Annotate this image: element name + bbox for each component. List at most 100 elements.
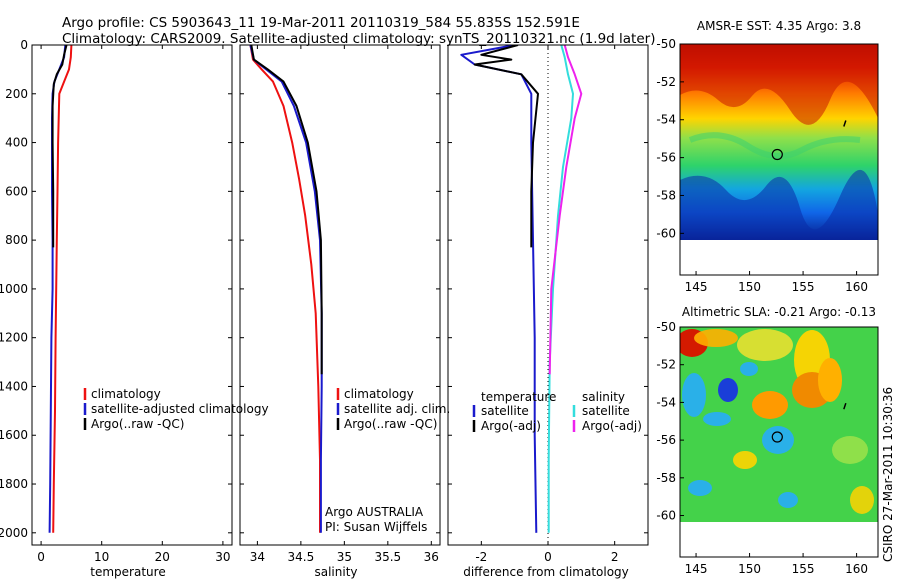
sst-map-panel: AMSR-E SST: 4.35 Argo: 3.8 -50-52-54-56-…: [656, 19, 879, 294]
sst-cold-patch: [680, 169, 878, 240]
difference-axis-ticks: -2 0 2: [448, 44, 648, 564]
temperature-panel: 0 200 400 600 800 1000 1200 1400 1600 1800 2000 0 10…: [0, 38, 269, 579]
sla-heatmap: [680, 327, 878, 522]
map-y-tick-label: -54: [656, 395, 676, 409]
annotation-argo-australia: Argo AUSTRALIA: [325, 505, 424, 519]
sla-map-title: Altimetric SLA: -0.21 Argo: -0.13: [682, 305, 876, 319]
map-y-tick-label: -60: [656, 509, 676, 523]
x-tick-label: 0: [37, 550, 45, 564]
map-y-tick-label: -52: [656, 358, 676, 372]
sla-positive-anomaly: [850, 486, 874, 514]
float-track-mark: [843, 120, 847, 127]
legend-label-sal-satellite: satellite: [582, 404, 630, 418]
map-y-tick-label: -58: [656, 188, 676, 202]
map-y-tick-label: -58: [656, 471, 676, 485]
figure-title-line-2: Climatology: CARS2009. Satellite-adjuste…: [62, 31, 655, 47]
float-track-mark: [843, 402, 847, 410]
salinity-plot: [249, 45, 323, 533]
map-x-tick-label: 160: [845, 280, 868, 294]
legend-label-temp-argo: Argo(-adj): [481, 419, 541, 433]
legend-label-satellite-adjusted: satellite-adjusted climatology: [91, 402, 269, 416]
legend-label-climatology: climatology: [91, 387, 161, 401]
map-x-tick-label: 160: [845, 562, 868, 576]
sla-low-anomaly: [740, 362, 758, 376]
series-line-climatology: [52, 45, 73, 533]
x-tick-label: 30: [215, 550, 230, 564]
sst-warm-patch: [680, 44, 878, 125]
map-y-tick-label: -56: [656, 433, 676, 447]
legend-label-temp-satellite: satellite: [481, 404, 529, 418]
sla-low-anomaly: [762, 426, 794, 454]
y-tick-label: 400: [5, 136, 28, 150]
x-tick-label: -2: [475, 550, 487, 564]
sla-map-markers: [771, 402, 847, 443]
series-line-salinity-argo-adj: [548, 45, 583, 375]
y-tick-label: 0: [20, 38, 28, 52]
sla-high-anomaly: [752, 391, 788, 419]
map-x-tick-label: 145: [685, 280, 708, 294]
x-tick-label: 10: [94, 550, 109, 564]
sla-low-anomaly: [718, 378, 738, 402]
y-tick-label: 800: [5, 233, 28, 247]
sla-high-anomaly: [694, 329, 738, 347]
sla-positive-anomaly: [737, 329, 793, 361]
difference-legend: temperature satellite Argo(-adj) salinit…: [472, 390, 642, 433]
sla-positive-anomaly: [733, 451, 757, 469]
difference-plot: [460, 45, 583, 545]
x-tick-label: 34.5: [288, 550, 315, 564]
legend-group-title-temperature: temperature: [481, 390, 556, 404]
x-tick-label: 20: [155, 550, 170, 564]
sla-positive-anomaly: [818, 358, 842, 402]
annotation-pi: PI: Susan Wijffels: [325, 520, 427, 534]
salinity-x-label: salinity: [314, 565, 357, 579]
series-line-climatology: [249, 45, 321, 533]
series-line-salinity-satellite: [547, 45, 574, 533]
difference-x-label: difference from climatology: [463, 565, 629, 579]
legend-label-argo: Argo(..raw -QC): [91, 417, 184, 431]
x-tick-label: 0: [544, 550, 552, 564]
sla-map-frame: [679, 326, 879, 558]
y-tick-label: 1600: [0, 428, 28, 442]
sla-low-anomaly: [703, 412, 731, 426]
sst-map-ticks: -50 -52 -54 -56 -58 -60 145 150 155 160: [656, 37, 868, 294]
sla-neutral-patch: [832, 436, 868, 464]
argo-location-marker: [771, 148, 783, 161]
figure-title-line-1: Argo profile: CS 5903643_11 19-Mar-2011 …: [62, 15, 580, 31]
x-tick-label: 35.5: [374, 550, 401, 564]
map-x-tick-label: 150: [738, 280, 761, 294]
legend-label-climatology: climatology: [344, 387, 414, 401]
argo-location-marker: [771, 431, 783, 443]
y-tick-label: 1200: [0, 331, 28, 345]
sla-low-anomaly: [682, 373, 706, 417]
salinity-panel: 34 34.5 35 35.5 36 salinity climatology sate…: [239, 44, 450, 579]
x-tick-label: 2: [611, 550, 619, 564]
legend-group-title-salinity: salinity: [582, 390, 625, 404]
temperature-legend: climatology satellite-adjusted climatolo…: [83, 387, 269, 431]
legend-label-sal-argo: Argo(-adj): [582, 419, 642, 433]
difference-panel: -2 0 2 difference from climatology tempera…: [447, 44, 649, 579]
map-y-tick-label: -56: [656, 151, 676, 165]
sla-map-ticks: -50 -52 -54 -56 -58 -60 145 150 155 160: [656, 320, 868, 576]
sst-heatmap: [680, 44, 878, 240]
temperature-axes-frame: [31, 44, 233, 546]
sst-map-title: AMSR-E SST: 4.35 Argo: 3.8: [697, 19, 861, 33]
series-line-temperature-argo-adj: [473, 45, 539, 248]
side-timestamp-label: CSIRO 27-Mar-2011 10:30:36: [881, 387, 895, 562]
temperature-axis-ticks: 0 200 400 600 800 1000 1200 1400 1600 1800 2000 0 10…: [0, 38, 232, 564]
sst-map-markers: [771, 120, 847, 161]
map-y-tick-label: -50: [656, 320, 676, 334]
legend-label-argo: Argo(..raw -QC): [344, 417, 437, 431]
legend-label-satellite-adj: satellite adj. clim.: [344, 402, 450, 416]
map-y-tick-label: -60: [656, 226, 676, 240]
x-tick-label: 34: [250, 550, 265, 564]
map-x-tick-label: 155: [792, 280, 815, 294]
x-tick-label: 36: [424, 550, 439, 564]
salinity-axis-ticks: 34 34.5 35 35.5 36: [240, 44, 440, 564]
y-tick-label: 600: [5, 184, 28, 198]
temperature-plot: [48, 45, 73, 533]
y-tick-label: 2000: [0, 526, 28, 540]
map-x-tick-label: 150: [738, 562, 761, 576]
salinity-legend: climatology satellite adj. clim. Argo(..…: [336, 387, 450, 431]
y-tick-label: 1000: [0, 282, 28, 296]
